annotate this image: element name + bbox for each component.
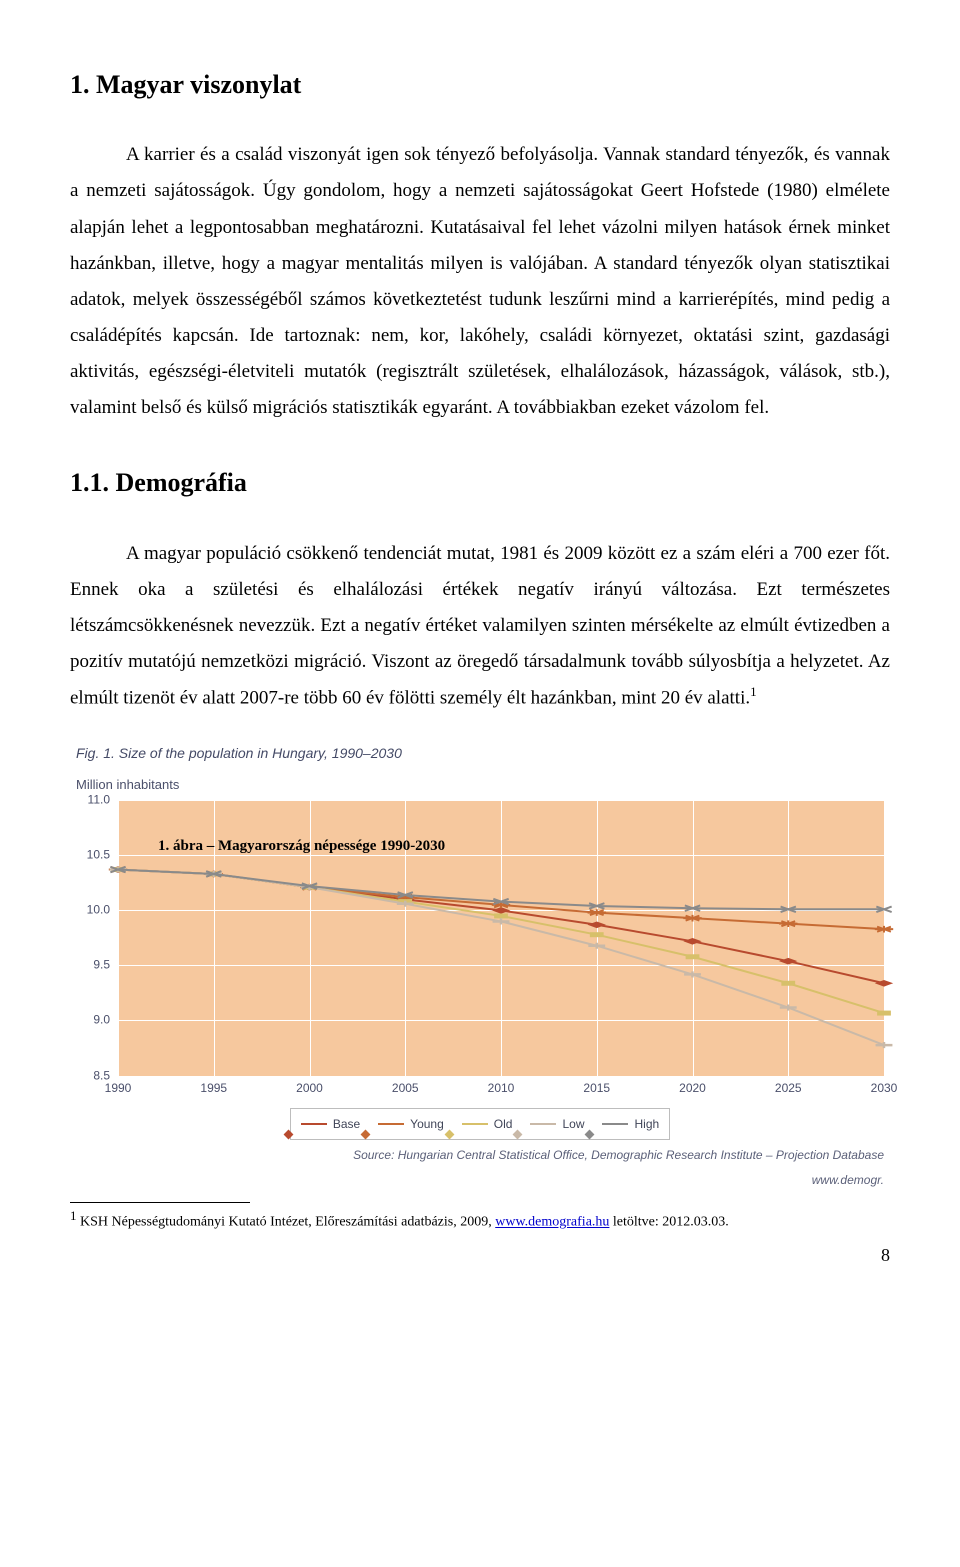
x-tick-label: 2020 bbox=[679, 1077, 706, 1100]
footnote: 1 KSH Népességtudományi Kutató Intézet, … bbox=[70, 1207, 890, 1232]
footnote-text-a: KSH Népességtudományi Kutató Intézet, El… bbox=[77, 1215, 496, 1230]
series-marker bbox=[779, 920, 797, 927]
figure-source: Source: Hungarian Central Statistical Of… bbox=[70, 1144, 884, 1167]
series-marker bbox=[588, 909, 606, 916]
series-marker bbox=[588, 921, 606, 928]
figure-source-2: www.demogr. bbox=[70, 1169, 884, 1192]
page-number: 8 bbox=[70, 1238, 890, 1272]
footnote-reference: 1 bbox=[750, 684, 757, 699]
series-marker bbox=[875, 925, 893, 932]
legend-item-old: Old bbox=[462, 1113, 513, 1136]
series-marker bbox=[781, 980, 795, 985]
y-tick-label: 9.0 bbox=[70, 1009, 110, 1032]
y-tick-label: 9.5 bbox=[70, 954, 110, 977]
footnote-separator bbox=[70, 1202, 250, 1203]
x-tick-label: 2025 bbox=[775, 1077, 802, 1100]
y-tick-label: 11.0 bbox=[70, 788, 110, 811]
x-tick-label: 1995 bbox=[200, 1077, 227, 1100]
footnote-link[interactable]: www.demografia.hu bbox=[495, 1215, 609, 1230]
x-tick-label: 2005 bbox=[392, 1077, 419, 1100]
legend-item-young: Young bbox=[378, 1113, 444, 1136]
figure-title: Fig. 1. Size of the population in Hungar… bbox=[76, 740, 890, 767]
paragraph-text: A magyar populáció csökkenő tendenciát m… bbox=[70, 543, 890, 709]
series-marker bbox=[494, 913, 508, 918]
y-tick-label: 10.0 bbox=[70, 899, 110, 922]
legend-item-high: High bbox=[602, 1113, 659, 1136]
x-tick-label: 2000 bbox=[296, 1077, 323, 1100]
legend-item-low: Low bbox=[530, 1113, 584, 1136]
legend-item-base: Base bbox=[301, 1113, 360, 1136]
chart-legend: Base Young Old Low High bbox=[290, 1108, 670, 1141]
series-marker bbox=[877, 1010, 891, 1015]
x-tick-label: 2030 bbox=[871, 1077, 898, 1100]
y-tick-label: 10.5 bbox=[70, 843, 110, 866]
figure-container: Fig. 1. Size of the population in Hungar… bbox=[70, 740, 890, 1192]
y-axis-label: Million inhabitants bbox=[76, 773, 890, 798]
x-tick-label: 2010 bbox=[488, 1077, 515, 1100]
figure-caption-inside: 1. ábra – Magyarország népessége 1990-20… bbox=[158, 832, 445, 861]
subsection-paragraph: A magyar populáció csökkenő tendenciát m… bbox=[70, 536, 890, 717]
subsection-heading: 1.1. Demográfia bbox=[70, 458, 890, 507]
series-line-old bbox=[118, 869, 884, 1013]
series-marker bbox=[590, 932, 604, 937]
section-heading: 1. Magyar viszonylat bbox=[70, 60, 890, 109]
series-line-base bbox=[118, 869, 884, 983]
series-marker bbox=[683, 914, 701, 921]
series-marker bbox=[686, 954, 700, 959]
x-tick-label: 1990 bbox=[105, 1077, 132, 1100]
footnote-text-b: letöltve: 2012.03.03. bbox=[609, 1215, 728, 1230]
section-paragraph: A karrier és a család viszonyát igen sok… bbox=[70, 137, 890, 426]
x-tick-label: 2015 bbox=[583, 1077, 610, 1100]
chart-area: 1. ábra – Magyarország népessége 1990-20… bbox=[70, 800, 890, 1100]
